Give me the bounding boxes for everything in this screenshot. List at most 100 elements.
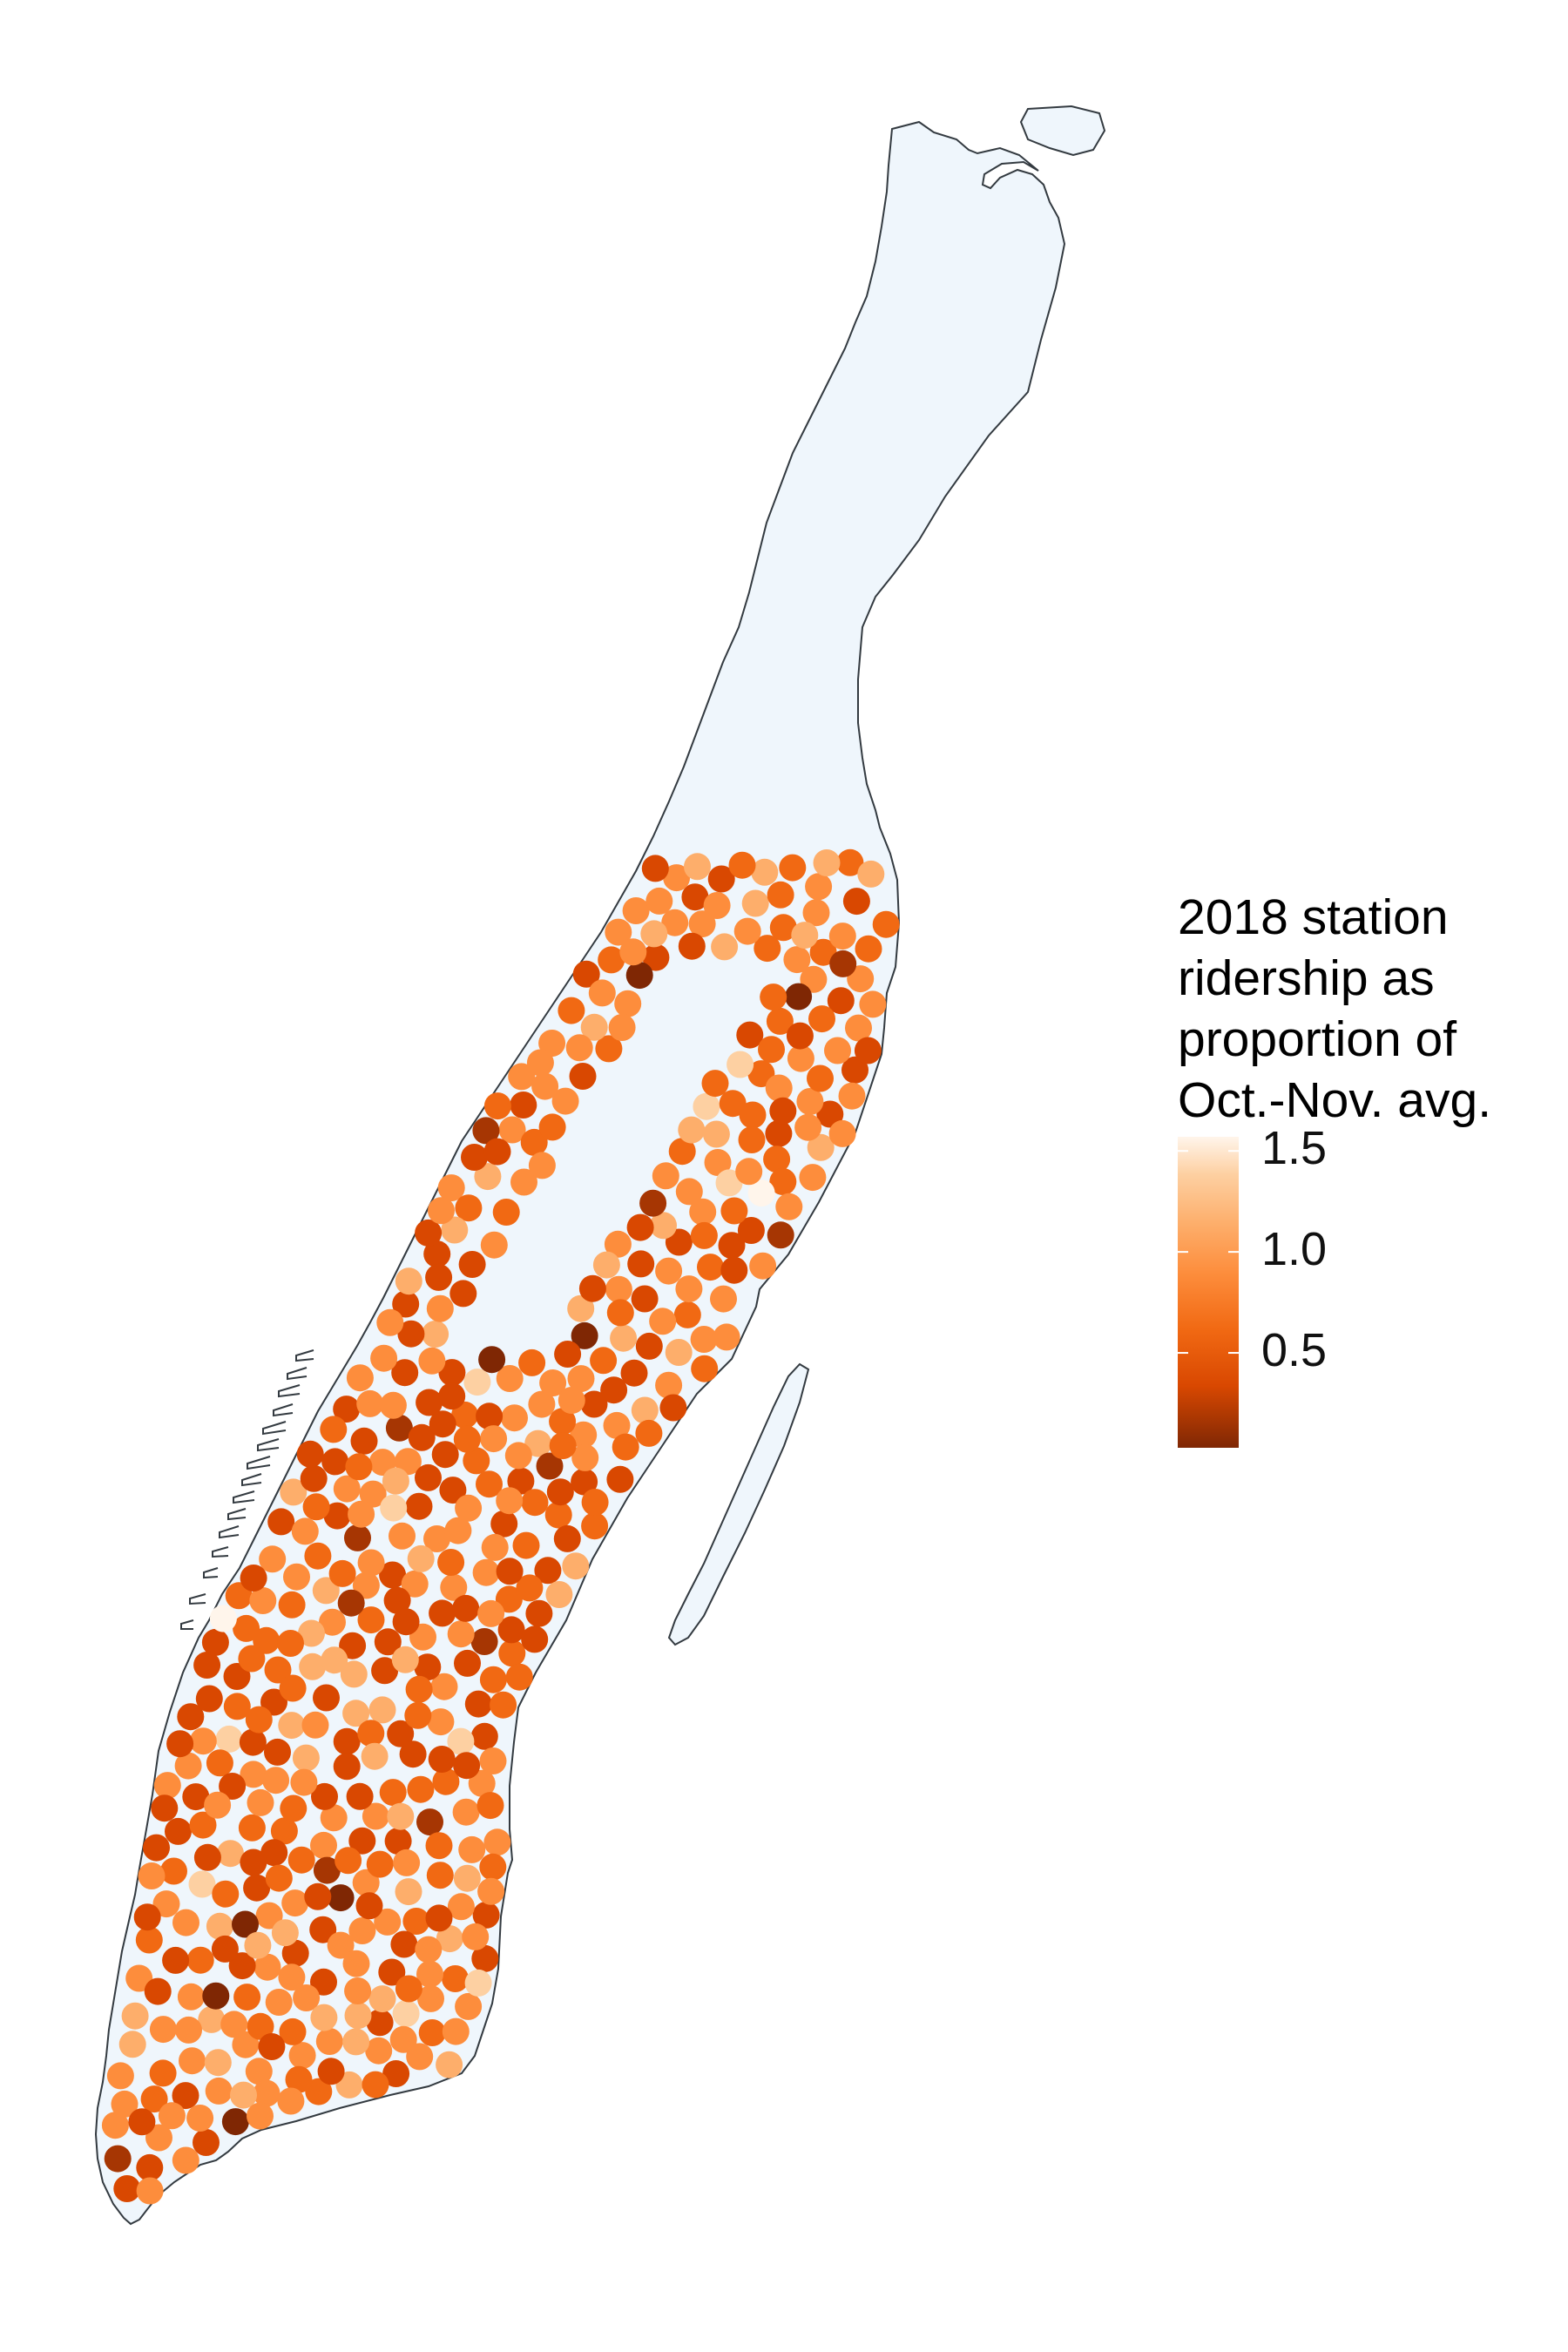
station-point <box>260 1688 287 1716</box>
station-point <box>738 1126 766 1153</box>
station-point <box>357 1606 385 1634</box>
station-point <box>471 1944 499 1972</box>
station-point <box>702 1120 730 1148</box>
pier <box>295 1349 314 1362</box>
station-point <box>520 1128 548 1156</box>
station-point <box>508 1063 536 1091</box>
station-point <box>498 1639 526 1667</box>
station-point <box>390 1930 418 1958</box>
station-point <box>387 1802 415 1830</box>
station-point <box>551 1087 579 1115</box>
station-point <box>296 1440 324 1468</box>
station-point <box>565 1034 593 1062</box>
station-point <box>189 1727 217 1755</box>
pier <box>219 1525 240 1539</box>
station-point <box>627 1250 655 1278</box>
station-point <box>495 1585 523 1613</box>
station-point <box>439 1477 467 1504</box>
station-point <box>201 1628 229 1656</box>
station-point <box>501 1404 528 1432</box>
station-point <box>605 1275 632 1303</box>
station-point <box>333 1753 361 1781</box>
station-point <box>554 1341 582 1368</box>
station-point <box>595 1035 623 1063</box>
station-point <box>437 1549 465 1576</box>
station-point <box>447 1893 475 1921</box>
station-point <box>264 1738 291 1766</box>
station-point <box>562 1552 590 1580</box>
station-point <box>158 2102 186 2130</box>
station-point <box>238 1645 266 1673</box>
station-point <box>368 1696 396 1724</box>
station-point <box>407 1775 435 1803</box>
station-point <box>571 1321 598 1349</box>
station-point <box>149 2016 177 2044</box>
station-point <box>720 1256 748 1284</box>
station-point <box>640 920 668 948</box>
station-point <box>407 1544 435 1572</box>
station-point <box>779 854 807 882</box>
station-point <box>253 1953 281 1981</box>
station-point <box>496 1558 524 1585</box>
station-point <box>872 910 900 938</box>
station-point <box>808 1005 835 1033</box>
station-point <box>320 1416 348 1443</box>
station-point <box>678 1116 706 1144</box>
station-point <box>352 1869 380 1896</box>
station-point <box>504 1442 532 1470</box>
station-point <box>113 2175 141 2202</box>
station-point <box>313 1856 341 1884</box>
station-point <box>394 1448 422 1476</box>
station-point <box>379 1779 407 1807</box>
station-point <box>240 1565 267 1592</box>
station-point <box>182 1783 210 1811</box>
station-point <box>538 1113 566 1141</box>
station-point <box>854 1037 882 1064</box>
station-point <box>483 1828 511 1856</box>
station-point <box>121 2002 149 2030</box>
station-point <box>395 1267 422 1295</box>
station-point <box>267 1508 295 1536</box>
station-point <box>265 1864 293 1892</box>
station-point <box>578 1274 606 1302</box>
station-point <box>571 1468 598 1496</box>
station-point <box>195 1685 223 1713</box>
station-point <box>451 1401 479 1429</box>
station-point <box>319 1608 346 1636</box>
station-point <box>232 2031 260 2058</box>
station-point <box>816 1100 844 1128</box>
station-point <box>206 1912 233 1940</box>
station-point <box>581 1512 609 1540</box>
station-point <box>665 1339 693 1366</box>
station-point <box>145 2124 172 2152</box>
station-point <box>223 1693 251 1720</box>
station-point <box>534 1557 562 1585</box>
legend-title-line: Oct.-Nov. avg. <box>1178 1072 1492 1128</box>
legend <box>1178 1137 1239 1448</box>
inwood-small-island <box>1019 105 1106 157</box>
station-point <box>441 1216 469 1244</box>
station-point <box>477 1877 505 1905</box>
station-point <box>215 1725 243 1753</box>
station-point <box>333 1475 361 1503</box>
station-point <box>408 1423 436 1451</box>
station-point <box>217 1840 244 1868</box>
pier <box>227 1508 247 1521</box>
station-point <box>265 1989 293 2016</box>
pier <box>203 1567 219 1579</box>
station-point <box>754 935 781 963</box>
station-point <box>622 897 650 924</box>
station-point <box>253 2079 280 2107</box>
station-point <box>727 1051 754 1078</box>
station-point <box>655 1257 683 1285</box>
station-point <box>652 1162 679 1190</box>
station-point <box>842 888 870 916</box>
station-point <box>186 1946 214 1974</box>
station-point <box>379 1561 407 1589</box>
legend-label-1.0: 1.0 <box>1261 1223 1328 1276</box>
station-point <box>385 1414 413 1442</box>
station-point <box>206 1749 233 1777</box>
station-point <box>356 1389 384 1417</box>
station-point <box>281 1939 309 1967</box>
station-point <box>436 2051 463 2078</box>
